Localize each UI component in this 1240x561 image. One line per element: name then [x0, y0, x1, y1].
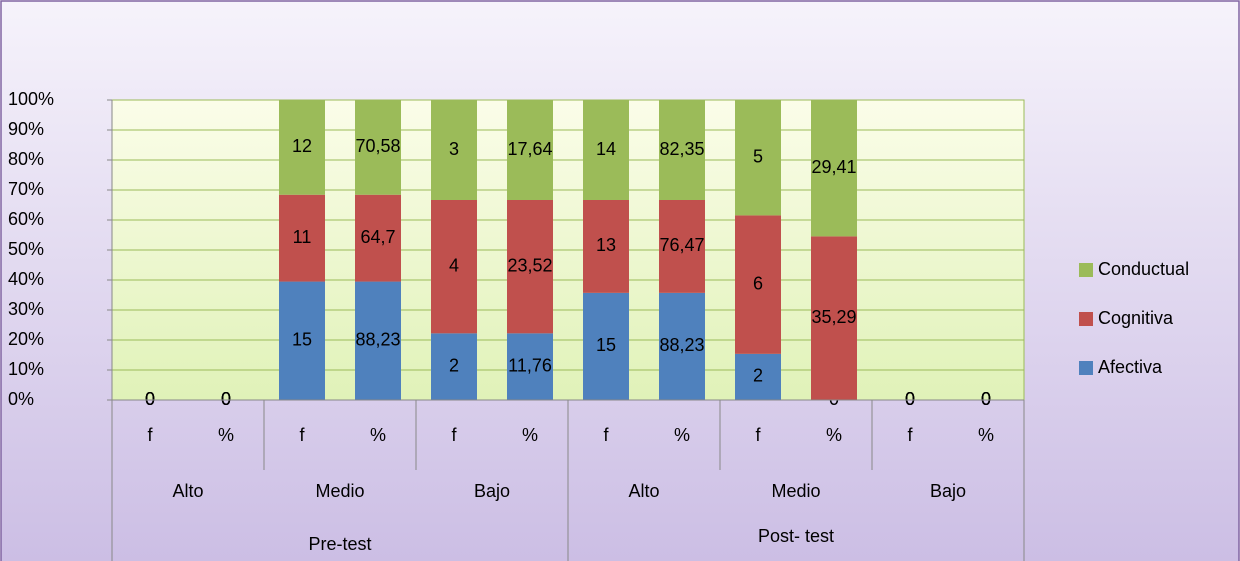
data-label: 0: [905, 389, 915, 409]
bar-segment: [507, 100, 553, 200]
x-tick-label: %: [522, 425, 538, 445]
x-tick-label: f: [299, 425, 305, 445]
data-label: 3: [449, 139, 459, 159]
bar-segment: [735, 353, 781, 400]
y-tick-label: 70%: [8, 179, 44, 199]
data-label: 0: [221, 389, 231, 409]
x-tick-label: %: [370, 425, 386, 445]
data-label: 5: [753, 146, 763, 166]
bar-segment: [735, 215, 781, 354]
data-label: 11: [293, 227, 312, 247]
y-tick-label: 90%: [8, 119, 44, 139]
y-tick-label: 0%: [8, 389, 34, 409]
x-tick-label: %: [978, 425, 994, 445]
x-tick-label: f: [147, 425, 153, 445]
data-label: 29,41: [811, 157, 856, 177]
legend-label: Afectiva: [1098, 357, 1163, 377]
data-label: 13: [596, 235, 616, 255]
x-tick-label: %: [826, 425, 842, 445]
group-label: Alto: [628, 481, 659, 501]
bar-segment: [507, 200, 553, 334]
y-tick-label: 50%: [8, 239, 44, 259]
super-group-label: Post- test: [758, 526, 834, 546]
bar-segment: [431, 333, 477, 400]
data-label: 17,64: [507, 139, 552, 159]
data-label: 14: [596, 139, 616, 159]
legend-label: Conductual: [1098, 259, 1189, 279]
data-label: 0: [905, 389, 915, 409]
data-label: 11,76: [508, 355, 552, 375]
bar-segment: [659, 100, 705, 200]
bar-segment: [583, 292, 629, 400]
bar-segment: [431, 200, 477, 334]
legend-label: Cognitiva: [1098, 308, 1174, 328]
bar-segment: [583, 200, 629, 293]
y-tick-label: 60%: [8, 209, 44, 229]
data-label: 0: [221, 389, 231, 409]
bar-segment: [279, 100, 325, 195]
bar-segment: [659, 292, 705, 400]
data-label: 23,52: [507, 255, 552, 275]
group-label: Bajo: [474, 481, 510, 501]
x-tick-label: %: [218, 425, 234, 445]
bar-segment: [431, 100, 477, 200]
data-label: 0: [221, 389, 231, 409]
bar-segment: [507, 333, 553, 400]
bar-segment: [659, 200, 705, 293]
data-label: 88,23: [355, 330, 400, 350]
data-label: 0: [145, 389, 155, 409]
y-tick-label: 20%: [8, 329, 44, 349]
legend-swatch: [1079, 312, 1093, 326]
legend-swatch: [1079, 361, 1093, 375]
bar-segment: [279, 281, 325, 400]
group-label: Medio: [315, 481, 364, 501]
data-label: 0: [905, 389, 915, 409]
data-label: 70,58: [355, 136, 400, 156]
bar-segment: [583, 100, 629, 200]
y-tick-label: 30%: [8, 299, 44, 319]
data-label: 88,23: [659, 335, 704, 355]
bar-segment: [811, 100, 857, 237]
data-label: 4: [449, 255, 459, 275]
data-label: 35,29: [811, 307, 856, 327]
data-label: 0: [981, 389, 991, 409]
data-label: 2: [753, 366, 763, 386]
bar-segment: [355, 194, 401, 282]
x-tick-label: f: [451, 425, 457, 445]
x-tick-label: f: [907, 425, 913, 445]
data-label: 15: [292, 330, 312, 350]
super-group-label: Pre-test: [308, 534, 371, 554]
data-label: 15: [596, 335, 616, 355]
data-label: 0: [981, 389, 991, 409]
bar-segment: [279, 194, 325, 282]
x-tick-label: f: [755, 425, 761, 445]
group-label: Medio: [771, 481, 820, 501]
bar-segment: [811, 236, 857, 400]
group-label: Bajo: [930, 481, 966, 501]
x-tick-label: f: [603, 425, 609, 445]
bar-segment: [735, 100, 781, 216]
data-label: 0: [981, 389, 991, 409]
data-label: 6: [753, 273, 763, 293]
x-tick-label: %: [674, 425, 690, 445]
data-label: 82,35: [659, 139, 704, 159]
data-label: 0: [145, 389, 155, 409]
bar-segment: [355, 100, 401, 195]
data-label: 2: [449, 355, 459, 375]
y-tick-label: 80%: [8, 149, 44, 169]
y-tick-label: 100%: [8, 89, 54, 109]
data-label: 76,47: [659, 235, 704, 255]
data-label: 12: [292, 136, 312, 156]
data-label: 64,7: [360, 227, 395, 247]
bar-segment: [355, 281, 401, 400]
y-tick-label: 10%: [8, 359, 44, 379]
legend-swatch: [1079, 263, 1093, 277]
group-label: Alto: [172, 481, 203, 501]
data-label: 0: [145, 389, 155, 409]
y-tick-label: 40%: [8, 269, 44, 289]
